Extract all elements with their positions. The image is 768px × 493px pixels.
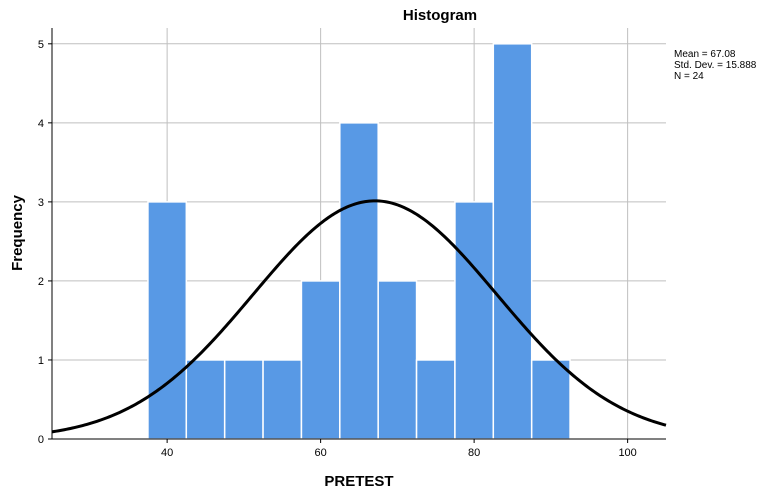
x-tick-label: 40	[161, 447, 173, 459]
x-tick-label: 60	[315, 447, 327, 459]
histogram-bar	[223, 359, 264, 440]
y-axis-label: Frequency	[9, 194, 26, 271]
y-tick-label: 3	[38, 197, 44, 209]
y-tick-label: 0	[38, 434, 44, 446]
y-tick-label: 5	[38, 39, 44, 51]
histogram-bar	[377, 280, 418, 440]
histogram-bars	[147, 43, 571, 440]
normal-curve	[51, 199, 667, 434]
y-ticks: 0 1 2 3 4 5	[38, 39, 52, 446]
stat-mean: Mean = 67.08	[674, 49, 736, 60]
histogram-bar	[262, 359, 303, 440]
x-axis-label: PRETEST	[324, 473, 393, 490]
histogram-bar	[454, 201, 495, 440]
y-tick-label: 1	[38, 355, 44, 367]
histogram-bar	[492, 43, 533, 440]
x-ticks: 40 60 80 100	[161, 439, 637, 459]
y-tick-label: 4	[38, 118, 44, 130]
stat-n: N = 24	[674, 71, 704, 82]
stats-box: Mean = 67.08 Std. Dev. = 15.888 N = 24	[674, 49, 757, 82]
histogram-bar	[339, 122, 379, 440]
axes	[51, 28, 666, 440]
histogram-bar	[147, 201, 188, 440]
x-tick-label: 80	[468, 447, 480, 459]
histogram-bar	[415, 359, 456, 440]
stat-std-dev: Std. Dev. = 15.888	[674, 60, 757, 71]
x-tick-label: 100	[618, 447, 636, 459]
histogram-bar	[300, 280, 341, 440]
histogram-bar	[530, 359, 571, 440]
y-tick-label: 2	[38, 276, 44, 288]
histogram-bar	[185, 359, 226, 440]
chart-title: Histogram	[403, 7, 477, 24]
